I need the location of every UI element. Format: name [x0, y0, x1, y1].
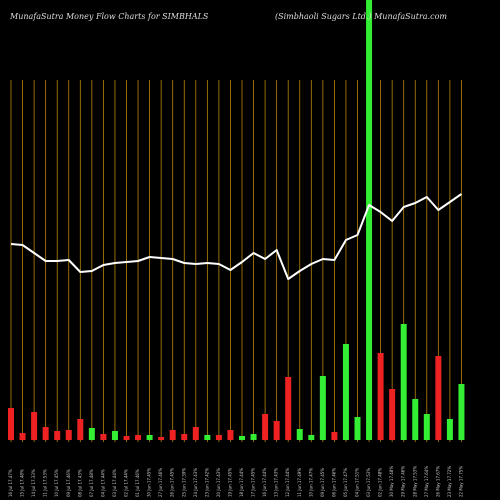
money-flow-bar	[250, 434, 257, 440]
x-tick-label: 23 Jun 17.42%	[204, 468, 209, 497]
price-line-layer	[10, 193, 463, 280]
x-tick-label: 13 Jun 17.43%	[274, 468, 279, 497]
money-flow-bar	[389, 389, 396, 440]
money-flow-bar	[54, 431, 61, 440]
x-tick-label: 03 Jul 17.44%	[112, 469, 117, 497]
x-tick-label: 28 May 17.53%	[412, 466, 417, 497]
x-tick-label: 29 May 17.46%	[401, 466, 406, 497]
money-flow-bar	[296, 429, 303, 440]
money-flow-bar	[123, 436, 130, 440]
x-tick-label: 14 Jul 17.33%	[31, 469, 36, 497]
x-tick-label: 20 Jun 17.43%	[216, 468, 221, 497]
money-flow-bar	[42, 427, 49, 440]
money-flow-bar	[412, 399, 419, 440]
money-flow-bar	[204, 435, 211, 440]
money-flow-bar	[181, 434, 188, 440]
money-flow-bar	[31, 412, 38, 440]
x-tick-label: 02 Jul 17.44%	[124, 469, 129, 497]
money-flow-bar	[100, 434, 107, 440]
x-tick-label: 11 Jul 17.53%	[43, 469, 48, 497]
money-flow-bar	[158, 437, 165, 440]
money-flow-bar	[354, 417, 361, 440]
x-tick-label: 15 Jul 17.48%	[20, 469, 25, 497]
x-tick-label: 03 Jun 17.53%	[366, 468, 371, 497]
money-flow-bars	[8, 0, 465, 440]
x-tick-label: 23 May 17.72%	[447, 466, 452, 497]
x-tick-label: 26 May 17.67%	[435, 466, 440, 497]
chart-subtitle: (Simbhaoli Sugars Ltd.) MunafaSutra.com	[275, 12, 447, 21]
x-tick-label: 30 May 17.48%	[389, 466, 394, 497]
x-axis-labels: 16 Jul 17.47% 15 Jul 17.48% 14 Jul 17.33% 1…	[8, 466, 463, 497]
price-line	[10, 193, 463, 280]
money-flow-bar	[377, 353, 384, 440]
x-tick-label: 04 Jun 17.51%	[355, 468, 360, 497]
money-flow-bar	[146, 435, 153, 440]
x-tick-label: 12 Jun 17.44%	[285, 468, 290, 497]
money-flow-bar	[262, 414, 269, 440]
chart-title: MunafaSutra Money Flow Charts for SIMBHA…	[10, 12, 209, 21]
grid-lines	[10, 80, 462, 442]
money-flow-bar	[423, 414, 430, 440]
money-flow-bar	[331, 432, 338, 440]
money-flow-bar	[111, 431, 118, 440]
x-tick-label: 25 Jun 17.39%	[181, 468, 186, 497]
money-flow-bar	[192, 427, 199, 440]
x-tick-label: 08 Jul 17.43%	[77, 469, 82, 497]
x-tick-label: 07 Jul 17.48%	[89, 469, 94, 497]
money-flow-bar	[65, 430, 72, 440]
money-flow-bar	[285, 377, 292, 440]
x-tick-label: 27 Jun 17.46%	[158, 468, 163, 497]
x-tick-label: 09 Jul 17.46%	[66, 469, 71, 497]
x-tick-label: 26 Jun 17.45%	[170, 468, 175, 497]
x-tick-label: 16 Jul 17.47%	[8, 469, 13, 497]
money-flow-bar	[400, 324, 407, 440]
money-flow-bar	[446, 419, 453, 440]
money-flow-bar	[169, 430, 176, 440]
money-flow-bar	[458, 384, 465, 440]
x-tick-label: 05 Jun 17.47%	[343, 468, 348, 497]
money-flow-bar	[77, 419, 84, 440]
money-flow-bar	[435, 356, 442, 440]
money-flow-bar	[239, 436, 245, 440]
x-tick-label: 18 Jun 17.44%	[239, 468, 244, 497]
x-tick-label: 17 Jun 17.45%	[251, 468, 256, 497]
x-tick-label: 16 Jun 17.44%	[262, 468, 267, 497]
x-tick-label: 11 Jun 17.49%	[297, 468, 302, 497]
money-flow-bar	[135, 435, 142, 440]
x-tick-label: 09 Jun 17.45%	[320, 468, 325, 497]
x-tick-label: 06 Jun 17.46%	[331, 468, 336, 497]
money-flow-bar	[8, 408, 14, 440]
money-flow-bar	[273, 421, 280, 440]
x-tick-label: 27 May 17.64%	[424, 466, 429, 497]
money-flow-bar	[366, 0, 373, 440]
x-tick-label: 04 Jul 17.44%	[100, 469, 105, 497]
x-tick-label: 24 Jun 17.43%	[193, 468, 198, 497]
money-flow-bar	[88, 428, 95, 440]
x-tick-label: 01 Jul 17.46%	[135, 469, 140, 497]
x-tick-label: 02 Jun 17.48%	[378, 468, 383, 497]
x-tick-label: 22 May 17.75%	[458, 466, 463, 497]
money-flow-bar	[308, 435, 315, 440]
chart-header: MunafaSutra Money Flow Charts for SIMBHA…	[0, 12, 500, 28]
money-flow-bar	[319, 376, 326, 440]
x-tick-label: 30 Jun 17.45%	[147, 468, 152, 497]
money-flow-bar	[19, 433, 26, 440]
money-flow-bar	[215, 435, 222, 440]
x-tick-label: 19 Jun 17.45%	[227, 468, 232, 497]
money-flow-bar	[342, 344, 349, 440]
x-tick-label: 10 Jun 17.47%	[308, 468, 313, 497]
x-tick-label: 10 Jul 17.45%	[54, 469, 59, 497]
money-flow-bar	[227, 430, 234, 440]
